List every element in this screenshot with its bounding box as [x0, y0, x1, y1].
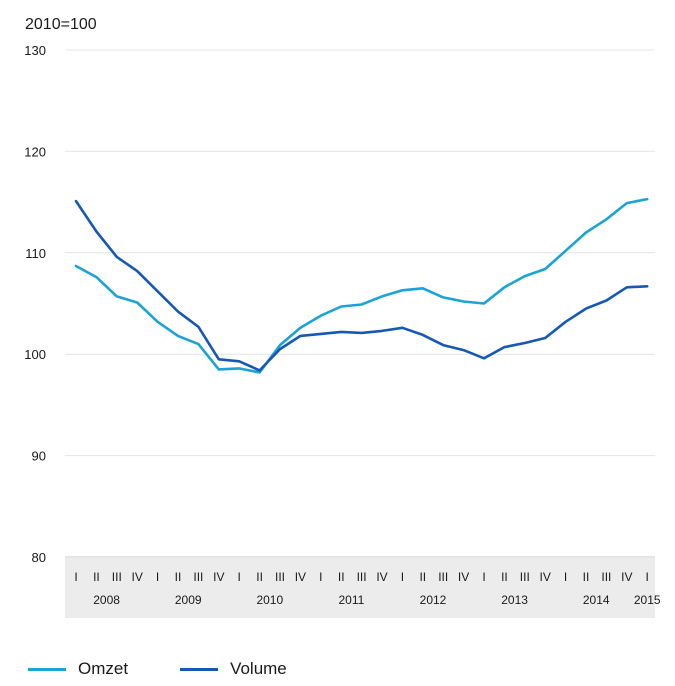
x-tick-label-quarter: II [419, 570, 426, 584]
y-tick-label: 80 [32, 550, 46, 565]
gridlines [65, 49, 655, 558]
x-tick-label-quarter: IV [295, 570, 306, 584]
x-tick-label-quarter: II [175, 570, 182, 584]
x-tick-label-quarter: I [646, 570, 649, 584]
x-tick-label-quarter: I [401, 570, 404, 584]
x-tick-label-quarter: III [275, 570, 285, 584]
x-tick-label-quarter: I [564, 570, 567, 584]
x-tick-label-year: 2011 [338, 593, 364, 607]
x-axis-band [65, 558, 655, 618]
x-tick-label-quarter: I [319, 570, 322, 584]
x-tick-label-quarter: III [193, 570, 203, 584]
y-tick-label: 130 [24, 43, 46, 58]
x-tick-label-quarter: IV [132, 570, 143, 584]
legend: Omzet Volume [28, 659, 339, 679]
x-tick-label-year: 2015 [634, 593, 661, 607]
x-tick-label-quarter: IV [376, 570, 387, 584]
x-tick-label-quarter: I [482, 570, 485, 584]
legend-item-omzet: Omzet [28, 659, 128, 679]
x-tick-label-year: 2010 [256, 593, 283, 607]
series-lines [74, 197, 649, 374]
legend-swatch-volume [180, 667, 219, 671]
legend-swatch-omzet [28, 667, 66, 671]
x-tick-label-year: 2014 [583, 593, 610, 607]
y-tick-label: 90 [32, 449, 46, 464]
x-tick-label-quarter: IV [621, 570, 632, 584]
x-tick-label-quarter: I [74, 570, 77, 584]
x-tick-label-quarter: III [112, 570, 122, 584]
x-tick-label-quarter: II [93, 570, 100, 584]
x-tick-label-quarter: II [256, 570, 263, 584]
y-axis-unit-label: 2010=100 [25, 16, 97, 33]
x-axis-ticks: I II III IV I II III IV I II III IV I II III IV I II III IV… [74, 570, 661, 607]
x-tick-label-quarter: II [583, 570, 590, 584]
x-tick-label-quarter: III [438, 570, 448, 584]
x-tick-label-quarter: II [338, 570, 345, 584]
y-tick-label: 120 [24, 144, 46, 159]
x-tick-label-year: 2012 [420, 593, 447, 607]
y-tick-label: 110 [25, 246, 46, 261]
x-tick-label-quarter: I [238, 570, 241, 584]
legend-label-volume: Volume [230, 659, 287, 678]
x-tick-label-quarter: IV [540, 570, 551, 584]
x-tick-label-quarter: IV [213, 570, 224, 584]
x-tick-label-quarter: II [501, 570, 508, 584]
series-line-omzet [74, 197, 649, 374]
legend-label-omzet: Omzet [78, 659, 129, 678]
x-tick-label-quarter: I [156, 570, 159, 584]
y-tick-label: 100 [24, 347, 46, 362]
x-tick-label-quarter: III [357, 570, 367, 584]
x-tick-label-quarter: III [601, 570, 611, 584]
x-tick-label-year: 2013 [501, 593, 528, 607]
x-tick-label-year: 2009 [175, 593, 202, 607]
x-tick-label-quarter: IV [458, 570, 469, 584]
y-axis-ticks: 80 90 100 110 120 130 [24, 43, 46, 565]
series-line-volume [74, 199, 649, 372]
x-tick-label-quarter: III [520, 570, 530, 584]
legend-item-volume: Volume [180, 659, 287, 679]
x-tick-label-year: 2008 [93, 593, 120, 607]
